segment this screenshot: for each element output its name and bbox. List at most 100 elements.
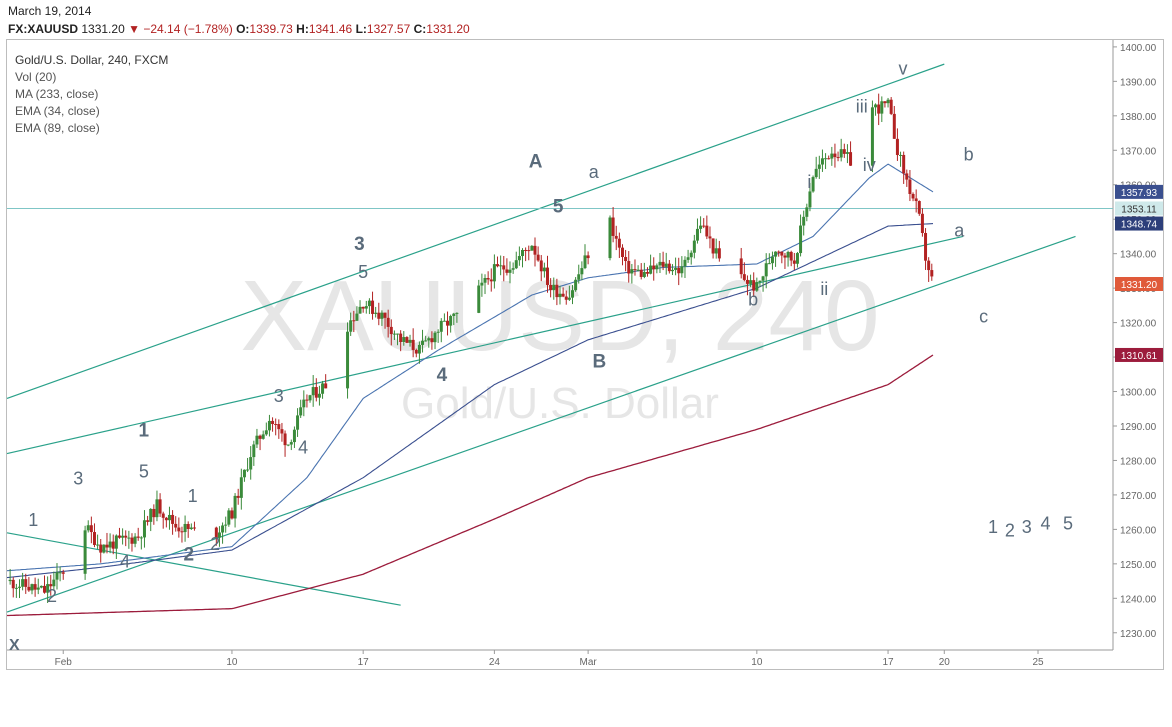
candle-down	[158, 499, 162, 514]
wave-label: A	[529, 152, 543, 173]
high-value: 1341.46	[308, 22, 353, 36]
candle-up	[508, 269, 512, 273]
candle-down	[174, 523, 178, 528]
candle-up	[583, 255, 587, 269]
candle-up	[649, 265, 653, 274]
wave-label: 4	[1041, 513, 1051, 533]
candle-down	[136, 536, 140, 538]
wave-label: 4	[120, 551, 130, 571]
candle-down	[505, 269, 509, 273]
candle-up	[642, 271, 646, 277]
candle-down	[533, 245, 537, 255]
wave-label: c	[979, 307, 988, 327]
candle-up	[521, 249, 525, 257]
legend-item-ema34[interactable]: EMA (34, close)	[15, 104, 100, 118]
price-tag	[1115, 184, 1163, 199]
candle-up	[374, 312, 378, 314]
x-tick-label: Mar	[580, 657, 598, 668]
price-change: −24.14 (−1.78%)	[143, 22, 233, 36]
candle-up	[402, 337, 406, 343]
symbol-name[interactable]: FX:XAUUSD	[8, 22, 79, 36]
candle-up	[246, 469, 250, 471]
candle-down	[883, 101, 887, 104]
y-tick-label: 1390.00	[1120, 77, 1157, 88]
candle-up	[767, 263, 771, 265]
legend-item-ema89[interactable]: EMA (89, close)	[15, 121, 100, 135]
wave-label: 3	[274, 386, 284, 406]
candle-up	[396, 333, 400, 335]
candle-down	[405, 337, 409, 343]
candle-down	[914, 198, 918, 202]
wave-label: a	[954, 220, 965, 240]
candle-down	[161, 513, 165, 518]
wave-label: 2	[47, 586, 57, 606]
candle-up	[795, 253, 799, 264]
x-tick-label: 24	[489, 657, 501, 668]
legend-item-ma233[interactable]: MA (233, close)	[15, 87, 99, 101]
candle-up	[683, 259, 687, 267]
candle-up	[874, 104, 878, 108]
candle-down	[539, 260, 543, 272]
candle-up	[392, 333, 396, 335]
candle-up	[492, 264, 496, 282]
ema89-line	[6, 223, 934, 579]
candle-up	[133, 536, 137, 544]
candle-down	[536, 254, 540, 261]
candle-up	[252, 444, 256, 458]
y-tick-label: 1320.00	[1120, 319, 1157, 330]
wave-label: b	[964, 145, 974, 165]
candle-up	[899, 154, 903, 156]
candle-up	[58, 572, 62, 574]
candle-down	[927, 260, 931, 271]
candle-down	[186, 523, 190, 529]
y-tick-label: 1260.00	[1120, 525, 1157, 536]
legend-title[interactable]: Gold/U.S. Dollar, 240, FXCM	[15, 53, 169, 67]
candle-up	[774, 251, 778, 257]
candle-down	[414, 349, 418, 354]
candle-up	[761, 276, 765, 281]
wave-label: 2	[184, 544, 195, 565]
legend-item-vol[interactable]: Vol (20)	[15, 70, 57, 84]
candle-down	[377, 312, 381, 319]
candle-down	[780, 251, 784, 256]
candle-down	[892, 113, 896, 139]
x-tick-label: 25	[1032, 657, 1044, 668]
candle-down	[130, 537, 134, 544]
candle-down	[739, 258, 743, 275]
candle-up	[499, 265, 503, 267]
candle-up	[674, 267, 678, 270]
price-tag-label: 1310.61	[1121, 351, 1158, 362]
candle-up	[421, 340, 425, 345]
candle-up	[292, 429, 296, 443]
candle-down	[283, 433, 287, 446]
candle-down	[611, 217, 615, 236]
price-labels: 1357.93 1353.11 1348.74 1331.20 1310.61	[1115, 184, 1163, 362]
corner-mark: X	[9, 637, 20, 654]
x-tick-label: 17	[358, 657, 370, 668]
candle-up	[886, 99, 890, 104]
candle-up	[408, 339, 412, 343]
candle-up	[317, 393, 321, 398]
wave-label: 3	[73, 469, 83, 489]
candle-up	[364, 306, 368, 309]
candle-up	[517, 256, 521, 261]
candle-down	[11, 579, 15, 589]
candle-down	[717, 248, 721, 259]
candle-down	[371, 300, 375, 314]
candle-up	[102, 544, 106, 553]
candle-up	[480, 282, 484, 286]
candle-up	[367, 300, 371, 307]
candle-down	[99, 544, 103, 553]
candle-up	[358, 306, 362, 314]
candle-up	[630, 269, 634, 274]
candle-up	[302, 399, 306, 408]
candle-down	[361, 306, 365, 309]
down-triangle-icon: ▼	[128, 22, 140, 36]
candle-down	[702, 225, 706, 227]
candle-up	[686, 257, 690, 260]
y-tick-label: 1380.00	[1120, 112, 1157, 123]
candle-up	[14, 587, 18, 589]
price-tag-label: 1353.11	[1121, 204, 1157, 215]
